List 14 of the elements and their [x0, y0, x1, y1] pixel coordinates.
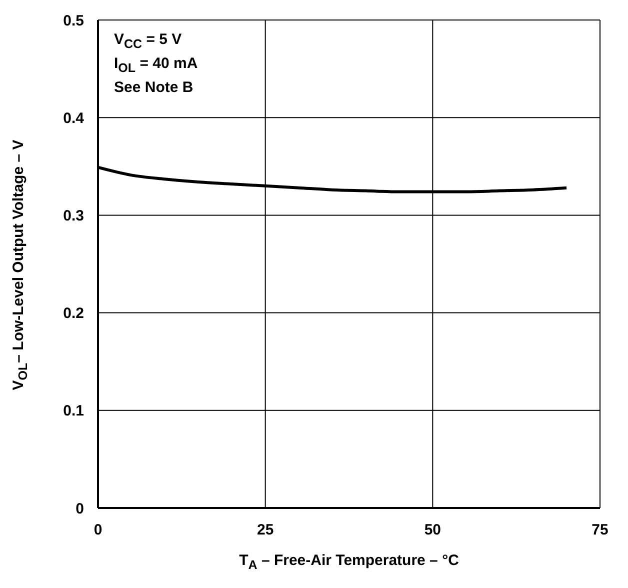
x-tick-label: 50	[424, 522, 442, 539]
y-tick-label: 0.3	[63, 208, 84, 225]
annotation: V$_{CC}$ = 5 V	[114, 30, 183, 53]
x-tick-label: 25	[256, 522, 274, 539]
y-tick-label: 0	[76, 500, 84, 518]
x-tick-label: 75	[592, 522, 608, 539]
x-axis-title: T$_{A}$ – Free-Air Temperature – °C	[238, 552, 460, 572]
annotation: I$_{OL}$ = 40 mA	[114, 54, 198, 77]
y-tick-label: 0.1	[63, 402, 84, 420]
x-tick-label: 0	[94, 522, 102, 539]
y-tick-label: 0.2	[63, 305, 84, 322]
y-tick-label: 0.5	[63, 12, 84, 30]
y-tick-label: 0.4	[63, 110, 85, 127]
annotation: See Note B	[114, 78, 194, 98]
